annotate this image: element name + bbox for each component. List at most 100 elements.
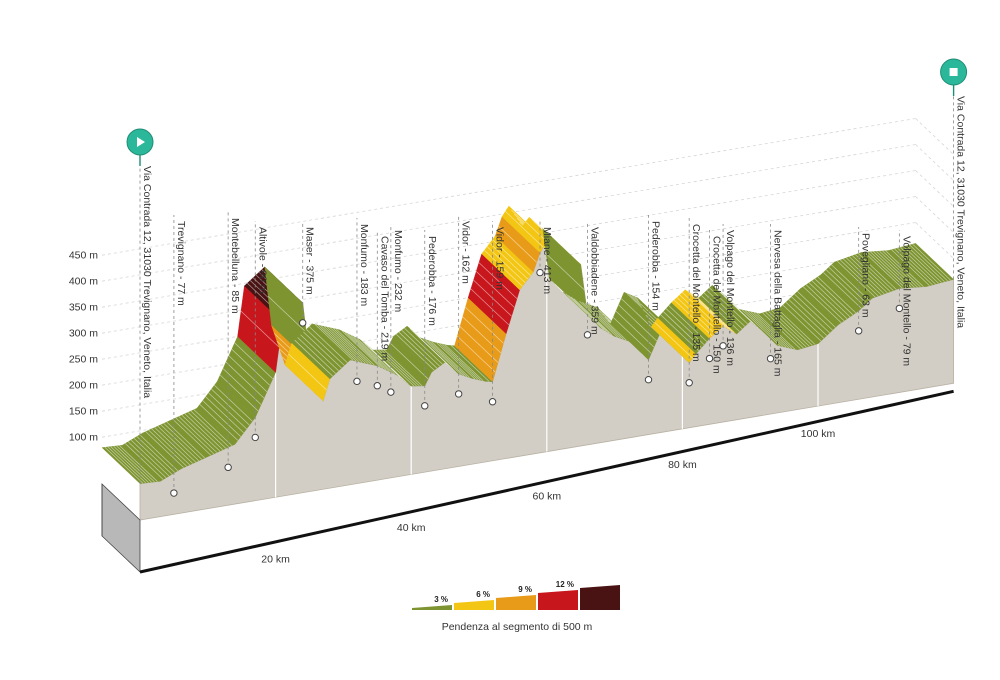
gradient-stripe [846, 257, 885, 295]
waypoint-dot [854, 327, 863, 335]
gradient-stripe [172, 418, 212, 456]
gradient-stripe [690, 292, 729, 330]
gradient-stripe [660, 314, 699, 351]
gradient-stripe [794, 293, 833, 331]
gradient-stripe [398, 331, 438, 369]
gradient-stripe [852, 255, 891, 292]
gradient-stripe [208, 392, 247, 430]
gradient-stripe [457, 335, 496, 373]
gradient-stripe [442, 343, 481, 381]
gradient-stripe [615, 310, 655, 348]
gradient-stripe [267, 295, 307, 333]
gradient-stripe [665, 308, 705, 345]
gradient-stripe [347, 333, 387, 371]
gradient-stripe [127, 441, 167, 478]
gradient-stripe [130, 439, 170, 477]
gradient-stripe [803, 286, 842, 323]
y-tick-label: 450 m [69, 250, 98, 262]
waypoint-label: Altivole - 90 m [256, 227, 268, 294]
y-tick-label: 150 m [69, 406, 98, 418]
waypoint-dot [766, 354, 775, 363]
gradient-stripe [498, 226, 537, 263]
gradient-stripe [297, 337, 336, 374]
x-tick-label: 80 km [668, 459, 697, 471]
base-block [101, 389, 954, 574]
gradient-stripe [687, 291, 727, 328]
legend-item [580, 585, 620, 610]
waypoint-label: Pederobba - 176 m [426, 236, 438, 326]
gradient-stripe [765, 311, 804, 349]
gradient-stripe [136, 436, 176, 473]
legend-swatch [454, 600, 494, 610]
gradient-stripe [870, 251, 909, 289]
gradient-stripe [225, 361, 265, 399]
gradient-stripe [489, 242, 529, 280]
gradient-stripe [113, 445, 152, 483]
legend-swatch [538, 590, 578, 610]
waypoint-dot [719, 342, 727, 350]
gradient-stripe [679, 294, 718, 332]
waypoint-label: Monfumo - 232 m [392, 230, 404, 313]
waypoint-dot [224, 463, 232, 472]
waypoint-label: Miane - 413 m [541, 227, 553, 294]
gradient-stripe [782, 304, 822, 342]
waypoint-label: Volpago del Montello - 79 m [900, 236, 912, 366]
gradient-stripe [333, 328, 372, 365]
grid-line-right [915, 222, 954, 259]
waypoint-label: Cavaso del Tomba - 219 m [378, 236, 390, 362]
gradient-stripe [145, 431, 184, 468]
gradient-stripe [692, 294, 732, 331]
gradient-stripe [771, 310, 810, 347]
gradient-stripe [163, 423, 203, 460]
gradient-stripe [166, 421, 206, 459]
gradient-stripe [750, 311, 790, 349]
gradient-stripe [912, 243, 951, 281]
gradient-stripe [228, 355, 268, 392]
waypoint-label: Maser - 375 m [304, 227, 316, 295]
gradient-stripe [756, 312, 795, 350]
gradient-stripe [288, 353, 327, 391]
gradient-stripe [344, 332, 384, 369]
gradient-stripe [300, 334, 339, 372]
waypoint-dot [251, 433, 259, 442]
waypoint-dot [170, 489, 178, 497]
gradient-stripe [565, 293, 604, 331]
gradient-stripe [906, 245, 945, 282]
gradient-stripe [545, 253, 585, 290]
waypoint-label: Montebelluna - 85 m [229, 218, 241, 314]
gradient-stripe [219, 374, 259, 412]
grid-line-right [915, 196, 954, 233]
gradient-stripe [797, 291, 836, 328]
gradient-stripe [240, 310, 280, 348]
legend-label: 9 % [518, 585, 532, 594]
legend-label: 12 % [556, 580, 574, 589]
gradient-stripe [873, 251, 912, 288]
waypoint-label: Vidor - 159 m [494, 227, 506, 290]
gradient-stripe [436, 342, 476, 380]
gradient-stripe [676, 297, 716, 334]
gradient-stripe [341, 330, 381, 368]
gradient-stripe [178, 416, 218, 453]
gradient-stripe [199, 404, 239, 441]
gradient-stripe [314, 324, 354, 361]
gradient-stripe [673, 299, 713, 337]
waypoint-dot [421, 402, 429, 410]
gradient-stripe [811, 280, 851, 318]
gradient-stripe [788, 299, 827, 336]
gradient-stripe [837, 260, 876, 298]
waypoint-label: Via Contrada 12, 31030 Trevignano, Venet… [955, 96, 967, 328]
gradient-stripe [791, 296, 830, 334]
gradient-stripe [484, 249, 523, 287]
gradient-stripe [202, 400, 241, 437]
gradient-stripe [840, 259, 879, 297]
gradient-stripe [882, 250, 921, 288]
gradient-stripe [190, 410, 230, 448]
gradient-stripe [587, 304, 627, 341]
gradient-stripe [375, 349, 415, 387]
waypoint-dot [353, 377, 361, 386]
gradient-stripe [323, 326, 363, 363]
waypoint-label: Vidor - 162 m [460, 221, 472, 284]
gradient-stripe [214, 385, 253, 422]
gradient-stripe [317, 324, 357, 362]
